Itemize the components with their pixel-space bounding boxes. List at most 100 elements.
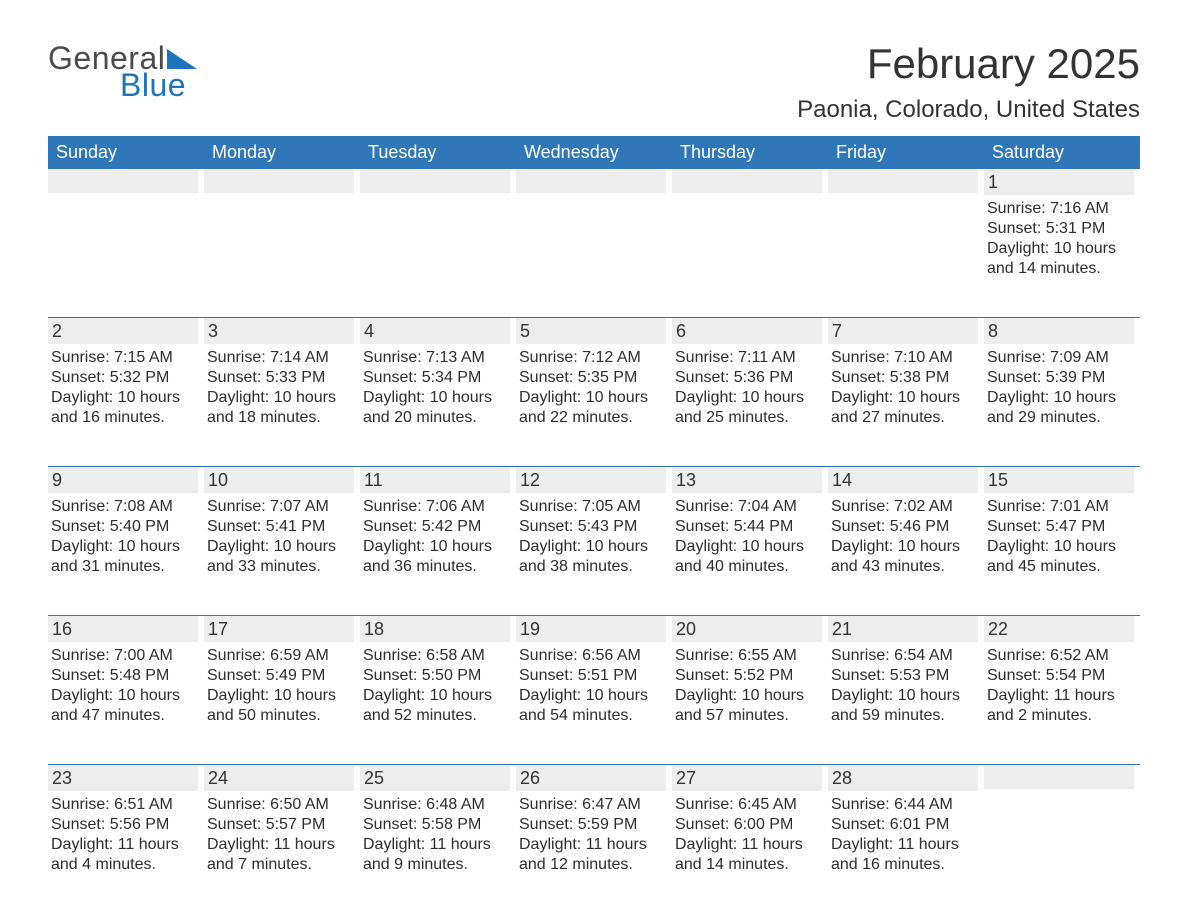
- day-number: 1: [984, 169, 1134, 195]
- day-body: 7:04 AM5:44 PM10 hours and 40 minutes.: [672, 493, 822, 577]
- sunset-value: 5:31 PM: [987, 219, 1134, 239]
- day-number: 23: [48, 765, 198, 791]
- weekday-header-cell: Friday: [828, 136, 984, 169]
- day-number: 27: [672, 765, 822, 791]
- daylight-value: 10 hours and 40 minutes.: [675, 537, 822, 577]
- day-cell: 206:55 AM5:52 PM10 hours and 57 minutes.: [672, 616, 828, 746]
- day-number: [984, 765, 1134, 789]
- day-cell: [672, 169, 828, 299]
- daylight-value: 11 hours and 7 minutes.: [207, 835, 354, 875]
- daylight-value: 10 hours and 31 minutes.: [51, 537, 198, 577]
- sunset-value: 5:42 PM: [363, 517, 510, 537]
- day-cell: [204, 169, 360, 299]
- daylight-value: 10 hours and 33 minutes.: [207, 537, 354, 577]
- sunrise-value: 7:00 AM: [51, 646, 198, 666]
- week-row: 167:00 AM5:48 PM10 hours and 47 minutes.…: [48, 615, 1140, 746]
- day-cell: [828, 169, 984, 299]
- week-row: 236:51 AM5:56 PM11 hours and 4 minutes. 2…: [48, 764, 1140, 895]
- sunrise-value: 7:02 AM: [831, 497, 978, 517]
- daylight-value: 10 hours and 59 minutes.: [831, 686, 978, 726]
- sunrise-value: 7:10 AM: [831, 348, 978, 368]
- daylight-value: 10 hours and 50 minutes.: [207, 686, 354, 726]
- day-number: [672, 169, 822, 193]
- calendar: SundayMondayTuesdayWednesdayThursdayFrid…: [48, 136, 1140, 895]
- day-number: 21: [828, 616, 978, 642]
- day-body: 6:58 AM5:50 PM10 hours and 52 minutes.: [360, 642, 510, 726]
- sunset-value: 6:01 PM: [831, 815, 978, 835]
- day-number: 5: [516, 318, 666, 344]
- day-number: 3: [204, 318, 354, 344]
- sunset-value: 5:39 PM: [987, 368, 1134, 388]
- day-number: 9: [48, 467, 198, 493]
- day-number: 17: [204, 616, 354, 642]
- day-body: 6:55 AM5:52 PM10 hours and 57 minutes.: [672, 642, 822, 726]
- day-body: 6:44 AM6:01 PM11 hours and 16 minutes.: [828, 791, 978, 875]
- day-number: 26: [516, 765, 666, 791]
- day-number: 28: [828, 765, 978, 791]
- sunrise-value: 6:48 AM: [363, 795, 510, 815]
- day-number: 20: [672, 616, 822, 642]
- sunset-value: 5:41 PM: [207, 517, 354, 537]
- day-body: 7:14 AM5:33 PM10 hours and 18 minutes.: [204, 344, 354, 428]
- sunset-value: 5:33 PM: [207, 368, 354, 388]
- sunset-value: 5:53 PM: [831, 666, 978, 686]
- sunrise-value: 7:05 AM: [519, 497, 666, 517]
- day-body: 6:48 AM5:58 PM11 hours and 9 minutes.: [360, 791, 510, 875]
- daylight-value: 10 hours and 57 minutes.: [675, 686, 822, 726]
- month-title: February 2025: [797, 40, 1140, 88]
- sunrise-value: 6:59 AM: [207, 646, 354, 666]
- day-body: 7:07 AM5:41 PM10 hours and 33 minutes.: [204, 493, 354, 577]
- day-body: 7:10 AM5:38 PM10 hours and 27 minutes.: [828, 344, 978, 428]
- sunset-value: 5:36 PM: [675, 368, 822, 388]
- day-body: 7:02 AM5:46 PM10 hours and 43 minutes.: [828, 493, 978, 577]
- daylight-value: 10 hours and 25 minutes.: [675, 388, 822, 428]
- sunset-value: 5:54 PM: [987, 666, 1134, 686]
- sunset-value: 5:58 PM: [363, 815, 510, 835]
- day-cell: 216:54 AM5:53 PM10 hours and 59 minutes.: [828, 616, 984, 746]
- sunrise-value: 7:06 AM: [363, 497, 510, 517]
- sunset-value: 5:46 PM: [831, 517, 978, 537]
- logo-text-blue: Blue: [120, 67, 201, 104]
- sunrise-value: 7:04 AM: [675, 497, 822, 517]
- day-number: 15: [984, 467, 1134, 493]
- day-number: 2: [48, 318, 198, 344]
- daylight-value: 10 hours and 14 minutes.: [987, 239, 1134, 279]
- sunrise-value: 6:44 AM: [831, 795, 978, 815]
- sunrise-value: 6:56 AM: [519, 646, 666, 666]
- day-cell: 97:08 AM5:40 PM10 hours and 31 minutes.: [48, 467, 204, 597]
- day-number: 11: [360, 467, 510, 493]
- day-cell: 57:12 AM5:35 PM10 hours and 22 minutes.: [516, 318, 672, 448]
- day-body: 7:12 AM5:35 PM10 hours and 22 minutes.: [516, 344, 666, 428]
- day-cell: 37:14 AM5:33 PM10 hours and 18 minutes.: [204, 318, 360, 448]
- day-body: 6:51 AM5:56 PM11 hours and 4 minutes.: [48, 791, 198, 875]
- weekday-header-cell: Saturday: [984, 136, 1140, 169]
- sunset-value: 5:47 PM: [987, 517, 1134, 537]
- sunrise-value: 7:13 AM: [363, 348, 510, 368]
- title-block: February 2025 Paonia, Colorado, United S…: [797, 40, 1140, 124]
- sunrise-value: 7:14 AM: [207, 348, 354, 368]
- sunrise-value: 6:58 AM: [363, 646, 510, 666]
- week-row: 27:15 AM5:32 PM10 hours and 16 minutes.3…: [48, 317, 1140, 448]
- day-body: 6:45 AM6:00 PM11 hours and 14 minutes.: [672, 791, 822, 875]
- daylight-value: 10 hours and 16 minutes.: [51, 388, 198, 428]
- day-number: 6: [672, 318, 822, 344]
- sunset-value: 5:35 PM: [519, 368, 666, 388]
- weekday-header-cell: Thursday: [672, 136, 828, 169]
- sunrise-value: 7:12 AM: [519, 348, 666, 368]
- day-number: [516, 169, 666, 193]
- sunrise-value: 7:07 AM: [207, 497, 354, 517]
- sunrise-value: 6:50 AM: [207, 795, 354, 815]
- day-cell: 157:01 AM5:47 PM10 hours and 45 minutes.: [984, 467, 1140, 597]
- day-body: 7:00 AM5:48 PM10 hours and 47 minutes.: [48, 642, 198, 726]
- day-cell: 117:06 AM5:42 PM10 hours and 36 minutes.: [360, 467, 516, 597]
- day-cell: 87:09 AM5:39 PM10 hours and 29 minutes.: [984, 318, 1140, 448]
- day-cell: [984, 765, 1140, 895]
- sunset-value: 5:38 PM: [831, 368, 978, 388]
- sunset-value: 5:52 PM: [675, 666, 822, 686]
- sunrise-value: 6:54 AM: [831, 646, 978, 666]
- daylight-value: 11 hours and 14 minutes.: [675, 835, 822, 875]
- daylight-value: 11 hours and 9 minutes.: [363, 835, 510, 875]
- day-cell: [516, 169, 672, 299]
- day-cell: 77:10 AM5:38 PM10 hours and 27 minutes.: [828, 318, 984, 448]
- day-body: 6:54 AM5:53 PM10 hours and 59 minutes.: [828, 642, 978, 726]
